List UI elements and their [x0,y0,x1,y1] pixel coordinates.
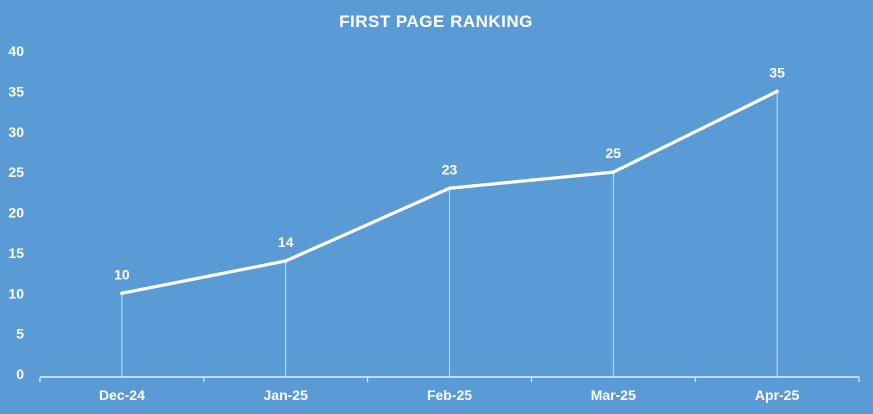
x-tick-label: Dec-24 [99,387,145,403]
data-point [447,186,452,191]
chart-title: FIRST PAGE RANKING [339,12,533,31]
y-tick-label: 40 [8,43,24,59]
x-axis: Dec-24 Jan-25 Feb-25 Mar-25 Apr-25 [39,376,860,403]
data-point [775,89,779,94]
data-point [120,291,124,296]
data-point [283,259,288,263]
y-tick-label: 10 [8,285,24,301]
drop-lines [121,91,778,377]
data-label: 10 [114,266,130,282]
data-label: 25 [606,145,622,161]
x-tick-label: Mar-25 [591,387,636,403]
data-labels: 10 14 23 25 35 [114,64,785,282]
y-tick-label: 30 [8,124,24,140]
series-group [120,89,779,296]
data-label: 23 [442,161,458,177]
data-label: 35 [769,64,785,80]
x-tick-label: Feb-25 [427,387,472,403]
y-tick-label: 5 [16,326,24,342]
x-tick-label: Apr-25 [755,387,800,403]
y-tick-label: 20 [8,205,24,221]
data-point [611,170,616,174]
y-tick-label: 25 [8,164,24,180]
y-tick-label: 15 [8,245,24,261]
y-tick-label: 0 [16,366,24,382]
y-tick-label: 35 [8,83,24,99]
data-label: 14 [278,234,294,250]
x-tick-label: Jan-25 [264,387,309,403]
y-axis-ticks: 0 5 10 15 20 25 30 35 40 [8,43,24,382]
